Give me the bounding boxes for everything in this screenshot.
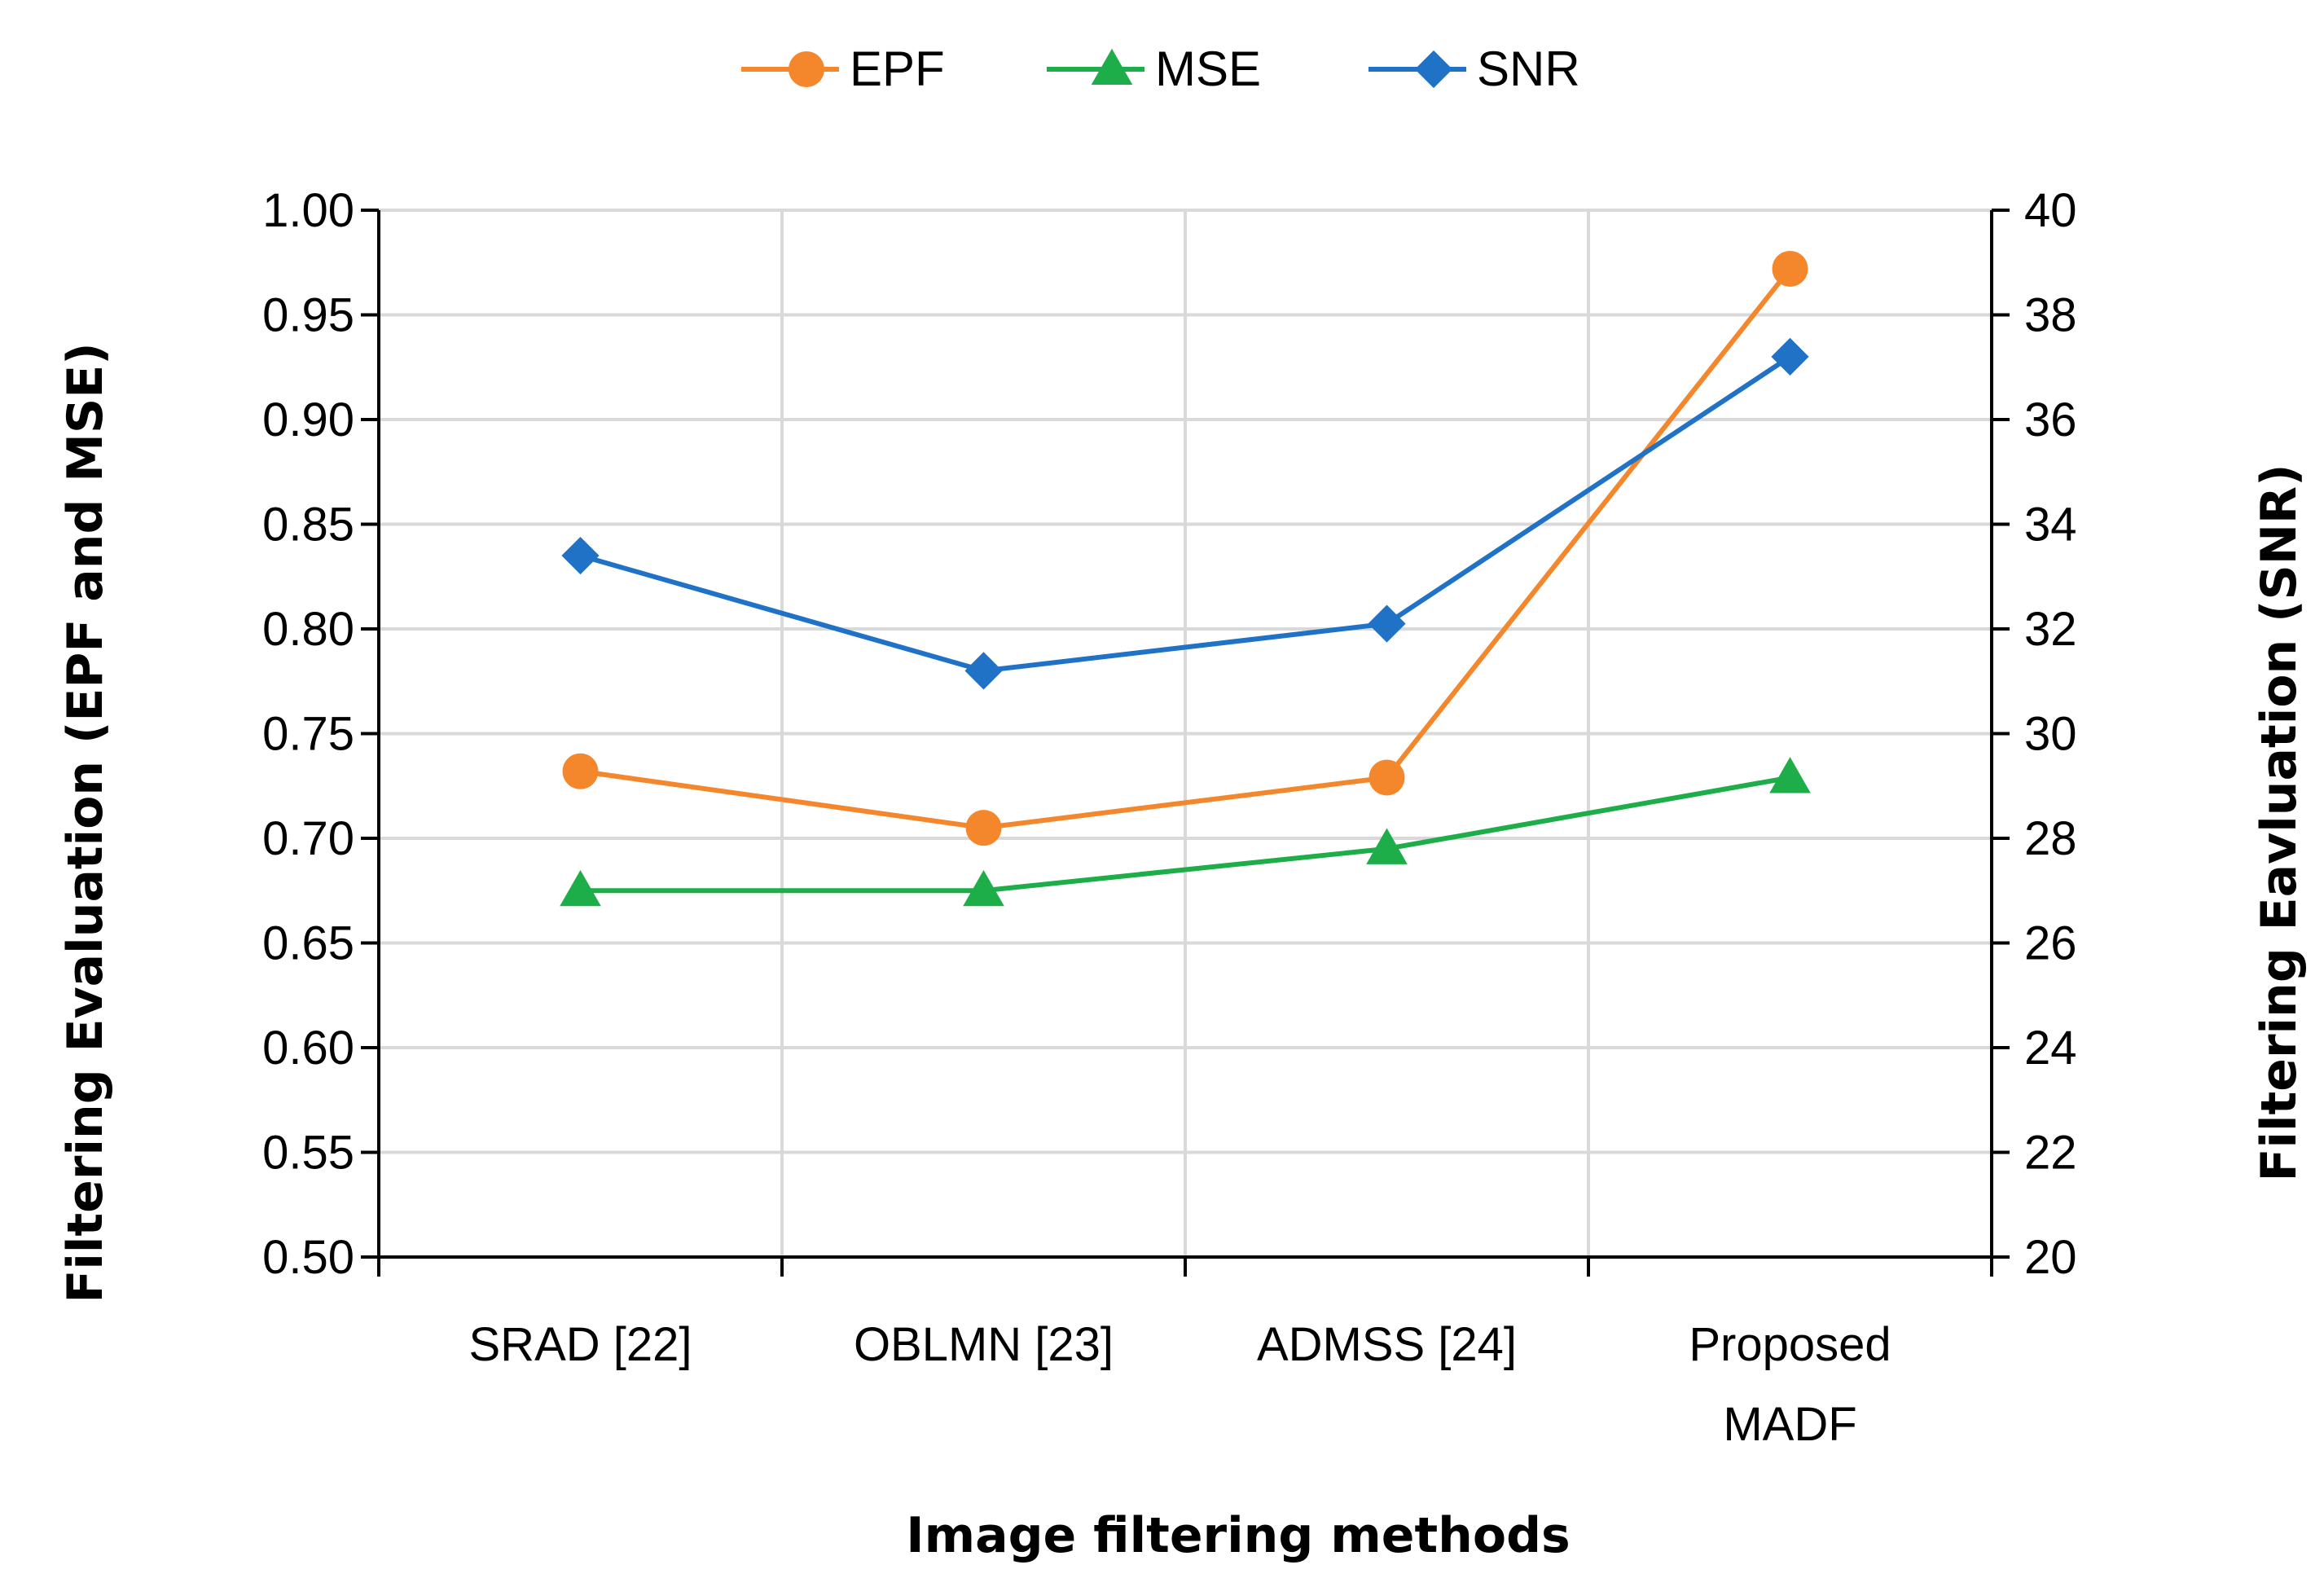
data-point	[561, 536, 600, 575]
left-tick-label: 0.55	[262, 1127, 354, 1180]
right-axis-title: Filtering Eavluation (SNR)	[2251, 464, 2308, 1181]
left-tick-label: 0.85	[262, 499, 354, 552]
right-tick-label: 26	[2024, 917, 2077, 970]
gridlines	[379, 209, 1992, 1257]
right-axis-ticks: 20 22 24 26 28 30 32 34 36 38 40	[1992, 184, 2077, 1284]
x-axis-ticks: SRAD [22] OBLMN [23] ADMSS [24] Proposed MAD…	[377, 1257, 1993, 1451]
legend-label: SNR	[1477, 42, 1580, 96]
data-point	[1769, 757, 1811, 793]
data-point	[562, 753, 599, 789]
left-tick-label: 0.60	[262, 1022, 354, 1075]
left-tick-label: 0.50	[262, 1231, 354, 1284]
left-tick-label: 0.75	[262, 708, 354, 761]
data-point	[1772, 250, 1808, 287]
series-mse	[560, 757, 1811, 907]
left-tick-label: 0.70	[262, 812, 354, 865]
right-tick-label: 34	[2024, 499, 2077, 552]
series-epf	[562, 250, 1808, 846]
x-tick-label: OBLMN [23]	[854, 1318, 1114, 1371]
left-tick-label: 0.95	[262, 289, 354, 342]
legend-item-mse[interactable]: MSE	[1047, 42, 1261, 96]
x-tick-label: MADF	[1723, 1398, 1856, 1451]
data-point	[1368, 759, 1405, 796]
right-tick-label: 40	[2024, 184, 2077, 237]
data-point	[1771, 337, 1809, 376]
left-axis-ticks: 0.50 0.55 0.60 0.65 0.70 0.75 0.80 0.85 0.90 0.95…	[262, 184, 379, 1284]
series-line	[580, 775, 1791, 894]
right-tick-label: 24	[2024, 1022, 2077, 1075]
legend[interactable]: EPF MSE SNR	[741, 42, 1580, 96]
legend-marker	[1414, 50, 1453, 89]
data-point	[964, 652, 1003, 690]
data-point	[965, 810, 1002, 846]
x-tick-label: Proposed	[1689, 1318, 1891, 1371]
left-tick-label: 0.80	[262, 603, 354, 656]
left-tick-label: 0.65	[262, 917, 354, 970]
legend-label: EPF	[850, 42, 945, 96]
series-snr	[561, 337, 1809, 690]
left-axis-title: Filtering Evaluation (EPF and MSE)	[57, 342, 114, 1303]
x-axis-title: Image filtering methods	[906, 1507, 1570, 1564]
legend-label: MSE	[1155, 42, 1261, 96]
x-tick-label: ADMSS [24]	[1257, 1318, 1517, 1371]
data-point	[1366, 828, 1408, 864]
right-tick-label: 38	[2024, 289, 2077, 342]
right-tick-label: 28	[2024, 812, 2077, 865]
right-tick-label: 30	[2024, 708, 2077, 761]
left-tick-label: 1.00	[262, 184, 354, 237]
legend-item-epf[interactable]: EPF	[741, 42, 945, 96]
series-layer	[560, 250, 1811, 907]
series-line	[580, 267, 1792, 831]
data-point	[1368, 604, 1406, 643]
data-point	[560, 869, 601, 907]
legend-marker	[789, 51, 824, 87]
right-tick-label: 20	[2024, 1231, 2077, 1284]
left-tick-label: 0.90	[262, 393, 354, 446]
data-point	[963, 869, 1004, 907]
legend-marker	[1091, 48, 1133, 85]
right-tick-label: 22	[2024, 1127, 2077, 1180]
right-tick-label: 32	[2024, 603, 2077, 656]
legend-item-snr[interactable]: SNR	[1368, 42, 1580, 96]
series-line	[579, 354, 1792, 674]
x-tick-label: SRAD [22]	[469, 1318, 692, 1371]
right-tick-label: 36	[2024, 393, 2077, 446]
